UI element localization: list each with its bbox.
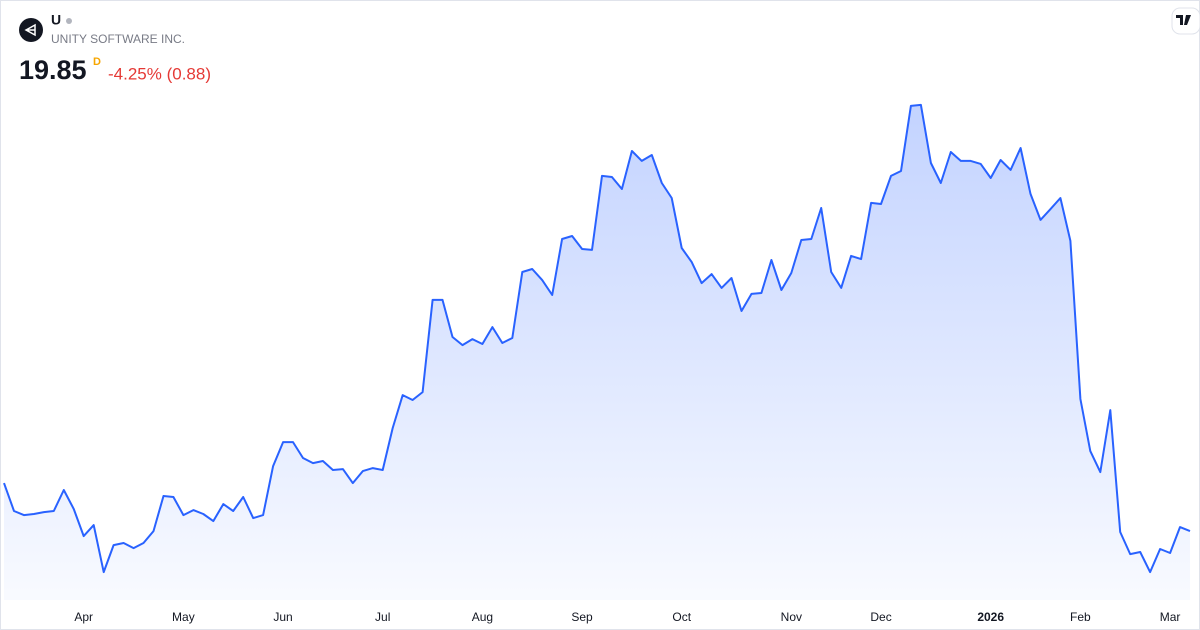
x-tick-label: Aug xyxy=(472,610,493,624)
x-tick-label: Jul xyxy=(375,610,390,624)
x-tick-label: 2026 xyxy=(977,610,1004,624)
area-fill xyxy=(4,104,1190,601)
interval: D xyxy=(93,56,101,68)
x-tick-label: Apr xyxy=(74,610,93,624)
x-tick-label: Mar xyxy=(1160,610,1181,624)
change: -4.25% (0.88) xyxy=(108,64,211,83)
tv-logo xyxy=(1176,15,1191,25)
plot: Apr May Jun Jul Aug Sep Oct Nov Dec 2026 Feb Mar xyxy=(3,103,1191,624)
x-tick-label: Nov xyxy=(781,610,802,624)
x-tick-label: Oct xyxy=(672,610,691,624)
x-tick-label: May xyxy=(172,610,195,624)
price: 19.85 xyxy=(19,55,87,85)
company: UNITY SOFTWARE INC. xyxy=(51,32,185,46)
x-tick-label: Sep xyxy=(571,610,593,624)
price-line xyxy=(3,103,1191,574)
x-tick-label: Jun xyxy=(273,610,292,624)
status-dot xyxy=(66,18,72,24)
logo-icon xyxy=(24,23,36,37)
x-tick-label: Feb xyxy=(1070,610,1091,624)
x-tick-label: Dec xyxy=(870,610,891,624)
symbol: U xyxy=(51,12,61,28)
